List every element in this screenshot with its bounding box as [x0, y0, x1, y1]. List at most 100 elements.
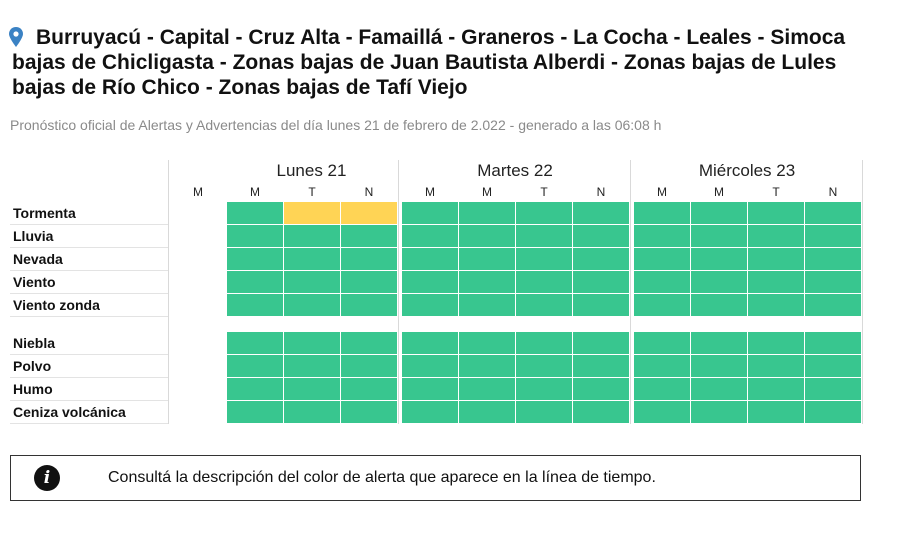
alert-cell: [402, 248, 458, 270]
alert-cell: [805, 202, 861, 224]
alert-cell: [170, 225, 226, 247]
alert-cell: [805, 332, 861, 354]
alert-cell: [691, 248, 747, 270]
alert-cell: [748, 248, 804, 270]
alert-cell: [516, 225, 572, 247]
alert-cell: [573, 271, 629, 293]
alert-cell: [341, 225, 397, 247]
alert-cell: [634, 401, 690, 423]
alert-cell: [402, 332, 458, 354]
alert-cell: [516, 271, 572, 293]
time-segment-label: T: [540, 185, 548, 199]
alert-cell: [748, 378, 804, 400]
grid-divider: [630, 160, 631, 424]
alert-cell: [516, 202, 572, 224]
row-label: Ceniza volcánica: [13, 404, 126, 420]
alert-cell: [634, 202, 690, 224]
alert-cell: [748, 294, 804, 316]
info-icon: i: [34, 465, 60, 491]
alert-color-info-box: i Consultá la descripción del color de a…: [10, 455, 861, 501]
row-label: Viento zonda: [13, 297, 100, 313]
alert-cell: [459, 332, 515, 354]
time-segment-label: N: [828, 185, 838, 199]
row-label: Nevada: [13, 251, 63, 267]
grid-divider: [168, 160, 169, 424]
alert-cell: [573, 248, 629, 270]
title-line: bajas de Chicligasta - Zonas bajas de Ju…: [12, 51, 837, 74]
alert-cell: [691, 355, 747, 377]
alert-cell: [227, 401, 283, 423]
alert-cell: [170, 202, 226, 224]
alert-cell: [284, 378, 340, 400]
alert-cell: [284, 202, 340, 224]
row-separator: [10, 247, 168, 248]
alert-cell: [805, 248, 861, 270]
alert-cell: [805, 225, 861, 247]
time-segment-label: M: [482, 185, 492, 199]
alert-cell: [573, 332, 629, 354]
time-segment-label: M: [193, 185, 203, 199]
alert-cell: [284, 248, 340, 270]
alert-cell: [402, 202, 458, 224]
alert-cell: [402, 271, 458, 293]
alert-cell: [459, 401, 515, 423]
alert-cell: [341, 401, 397, 423]
day-label: Martes 22: [477, 161, 553, 180]
alert-cell: [402, 378, 458, 400]
alert-cell: [402, 294, 458, 316]
alert-cell: [459, 378, 515, 400]
alert-cell: [284, 225, 340, 247]
alert-cell: [341, 378, 397, 400]
row-separator: [10, 293, 168, 294]
alert-cell: [402, 401, 458, 423]
alert-cell: [459, 271, 515, 293]
alert-cell: [634, 294, 690, 316]
page-title: Burruyacú - Capital - Cruz Alta - Famail…: [12, 25, 900, 105]
alert-cell: [748, 202, 804, 224]
alert-cell: [284, 401, 340, 423]
alert-cell: [170, 355, 226, 377]
alert-cell: [691, 294, 747, 316]
alert-cell: [573, 401, 629, 423]
alert-cell: [459, 202, 515, 224]
row-separator: [10, 224, 168, 225]
time-segment-label: T: [308, 185, 316, 199]
alert-cell: [170, 378, 226, 400]
alert-cell: [748, 225, 804, 247]
grid-divider: [862, 160, 863, 424]
alert-cell: [170, 294, 226, 316]
alert-cell: [634, 225, 690, 247]
row-label: Niebla: [13, 335, 56, 351]
alert-cell: [227, 202, 283, 224]
row-separator: [10, 270, 168, 271]
alert-cell: [341, 202, 397, 224]
alert-cell: [634, 271, 690, 293]
alert-cell: [227, 332, 283, 354]
time-segment-label: M: [425, 185, 435, 199]
alert-cell: [573, 378, 629, 400]
alert-cell: [341, 294, 397, 316]
alert-cell: [227, 271, 283, 293]
row-label: Viento: [13, 274, 56, 290]
alert-cell: [748, 332, 804, 354]
alert-cell: [805, 355, 861, 377]
alert-cell: [691, 271, 747, 293]
alert-cell: [341, 248, 397, 270]
alert-cell: [634, 248, 690, 270]
alert-cell: [573, 225, 629, 247]
row-separator: [10, 423, 168, 424]
alert-cell: [691, 202, 747, 224]
alert-cell: [459, 248, 515, 270]
row-label: Polvo: [13, 358, 52, 374]
grid-divider: [398, 160, 399, 424]
alert-cell: [459, 294, 515, 316]
alert-cell: [805, 378, 861, 400]
row-label: Humo: [13, 381, 53, 397]
alert-cell: [402, 355, 458, 377]
alert-cell: [227, 378, 283, 400]
time-segment-label: T: [772, 185, 780, 199]
row-separator: [10, 316, 168, 317]
alert-cell: [227, 248, 283, 270]
alert-cell: [284, 332, 340, 354]
time-segment-label: M: [657, 185, 667, 199]
